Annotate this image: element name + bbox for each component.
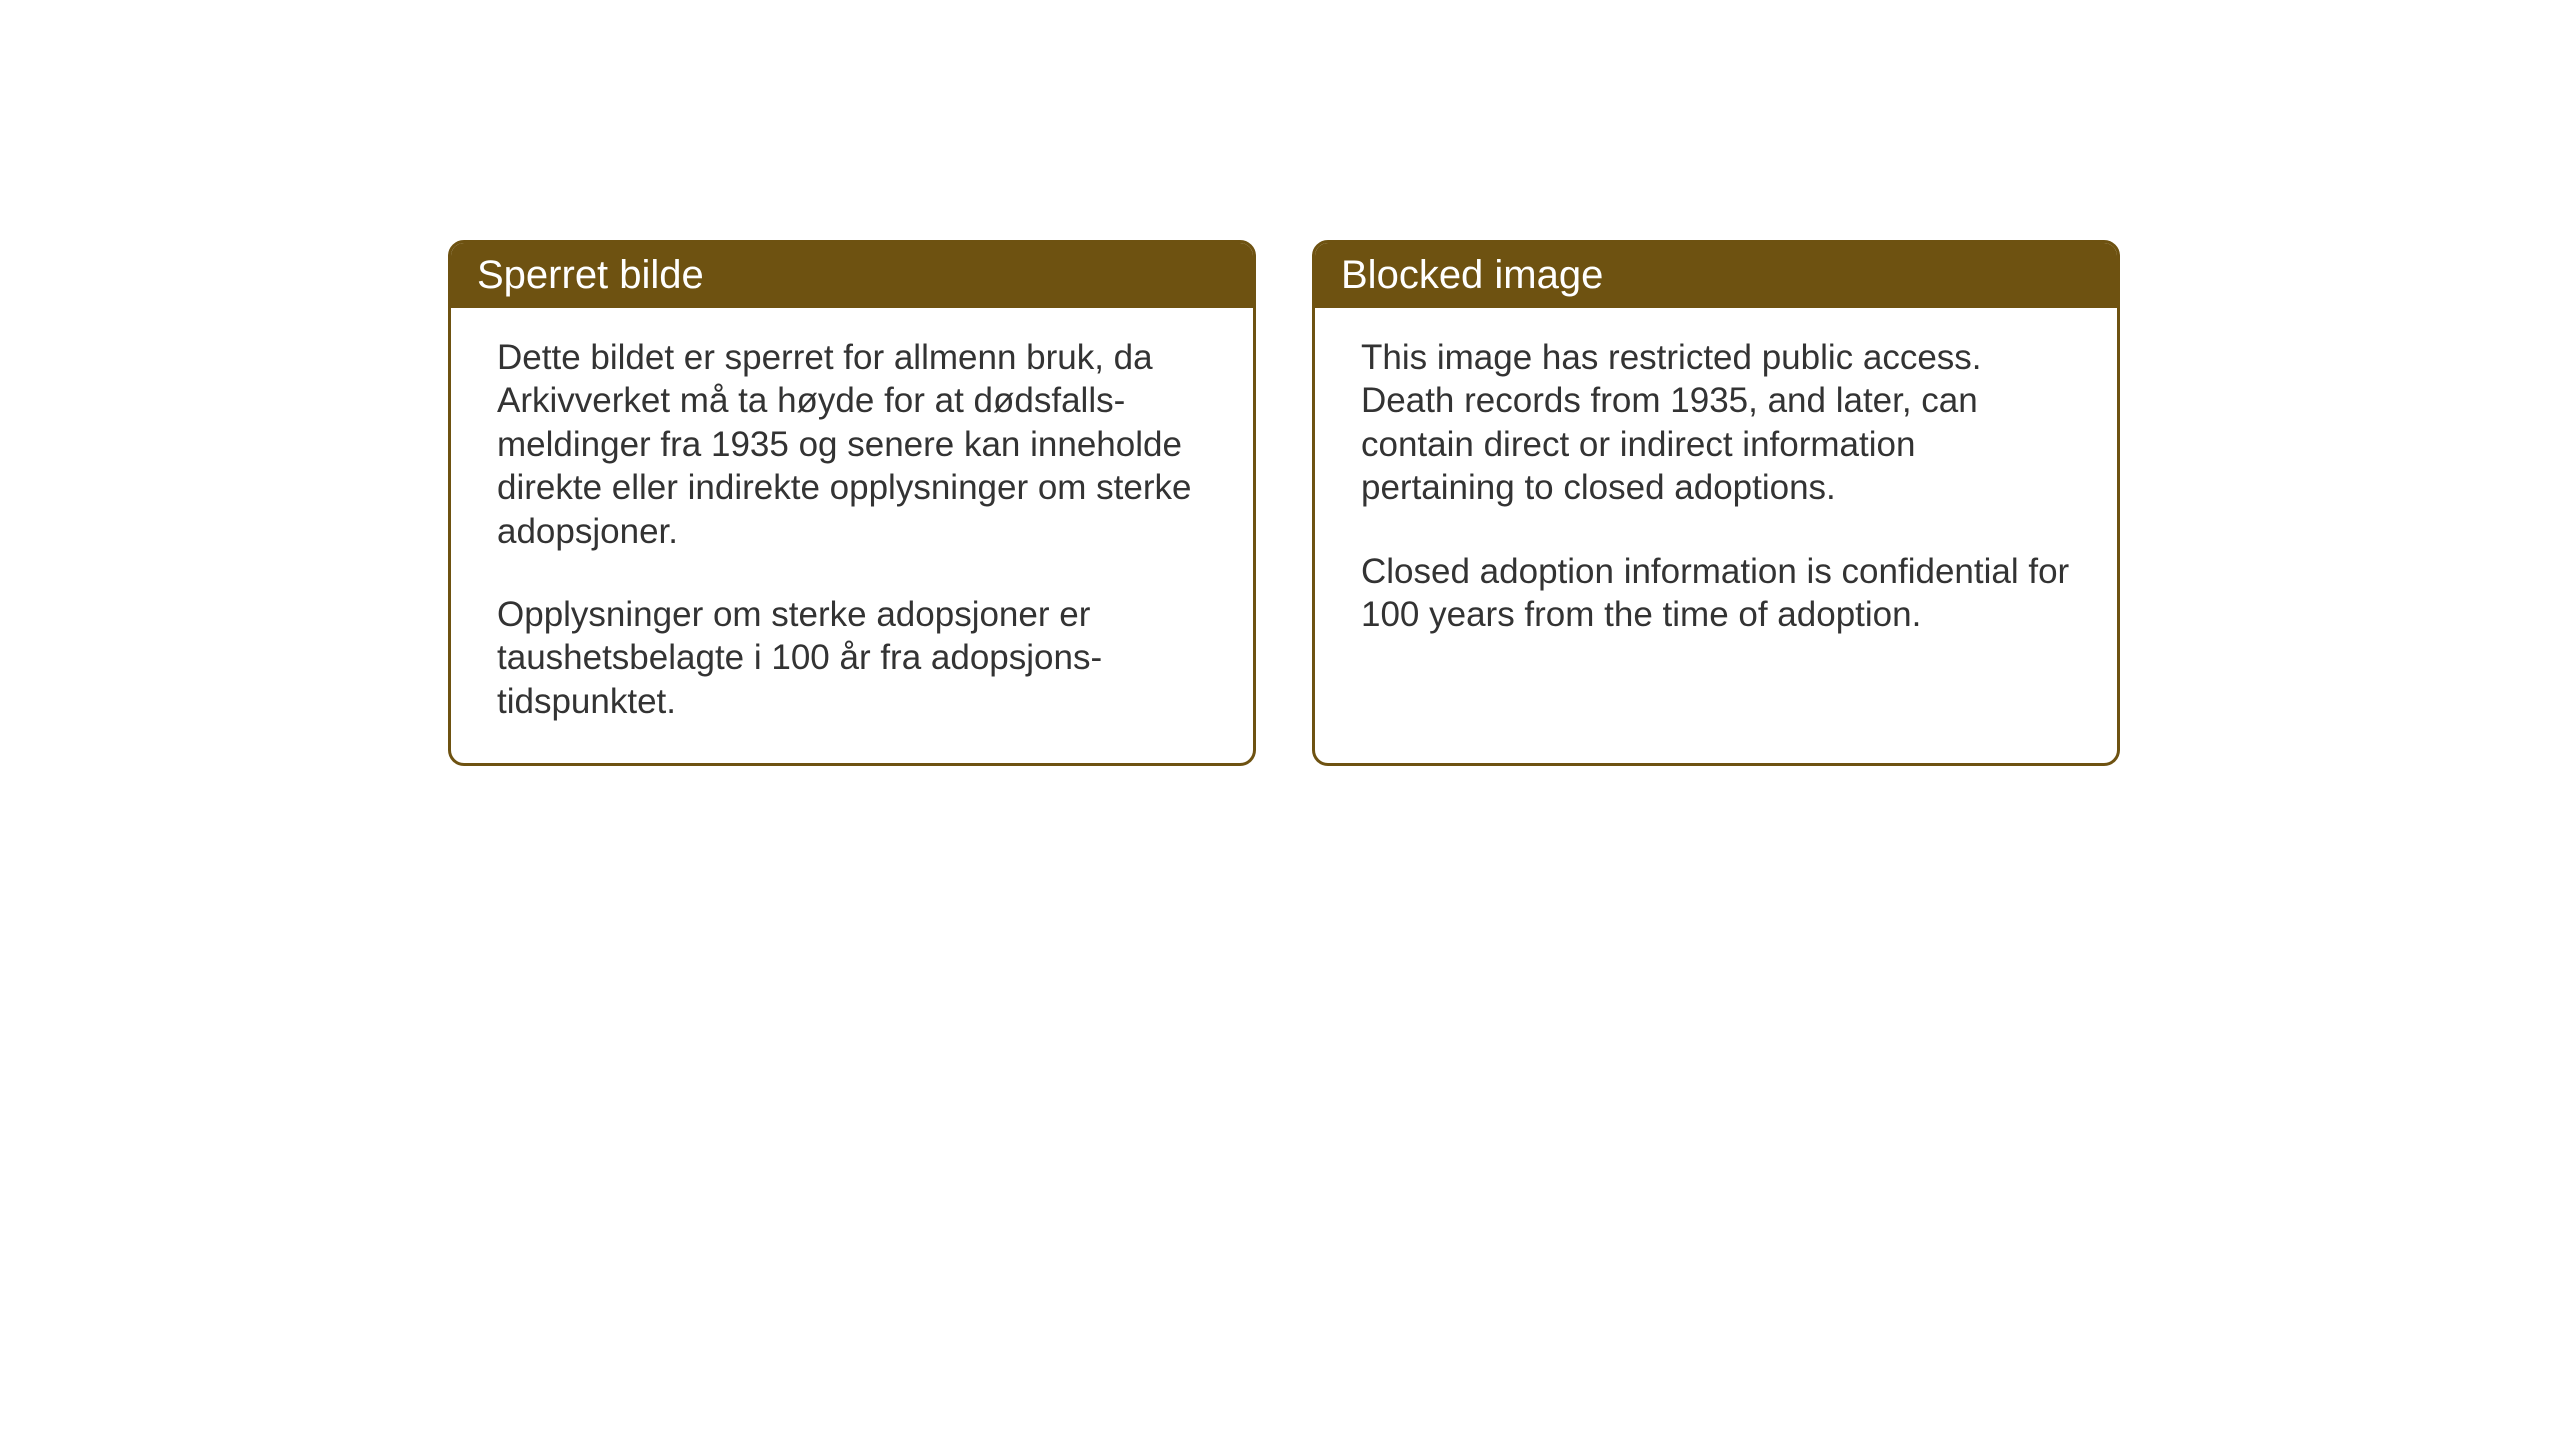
card-title-english: Blocked image — [1341, 253, 1603, 297]
card-paragraph-english-1: This image has restricted public access.… — [1361, 336, 2071, 510]
card-header-norwegian: Sperret bilde — [451, 243, 1253, 308]
card-header-english: Blocked image — [1315, 243, 2117, 308]
card-paragraph-norwegian-1: Dette bildet er sperret for allmenn bruk… — [497, 336, 1207, 553]
card-body-norwegian: Dette bildet er sperret for allmenn bruk… — [451, 308, 1253, 763]
card-paragraph-english-2: Closed adoption information is confident… — [1361, 550, 2071, 637]
card-paragraph-norwegian-2: Opplysninger om sterke adopsjoner er tau… — [497, 593, 1207, 723]
notice-cards-container: Sperret bilde Dette bildet er sperret fo… — [448, 240, 2120, 766]
notice-card-english: Blocked image This image has restricted … — [1312, 240, 2120, 766]
notice-card-norwegian: Sperret bilde Dette bildet er sperret fo… — [448, 240, 1256, 766]
card-body-english: This image has restricted public access.… — [1315, 308, 2117, 748]
card-title-norwegian: Sperret bilde — [477, 253, 704, 297]
